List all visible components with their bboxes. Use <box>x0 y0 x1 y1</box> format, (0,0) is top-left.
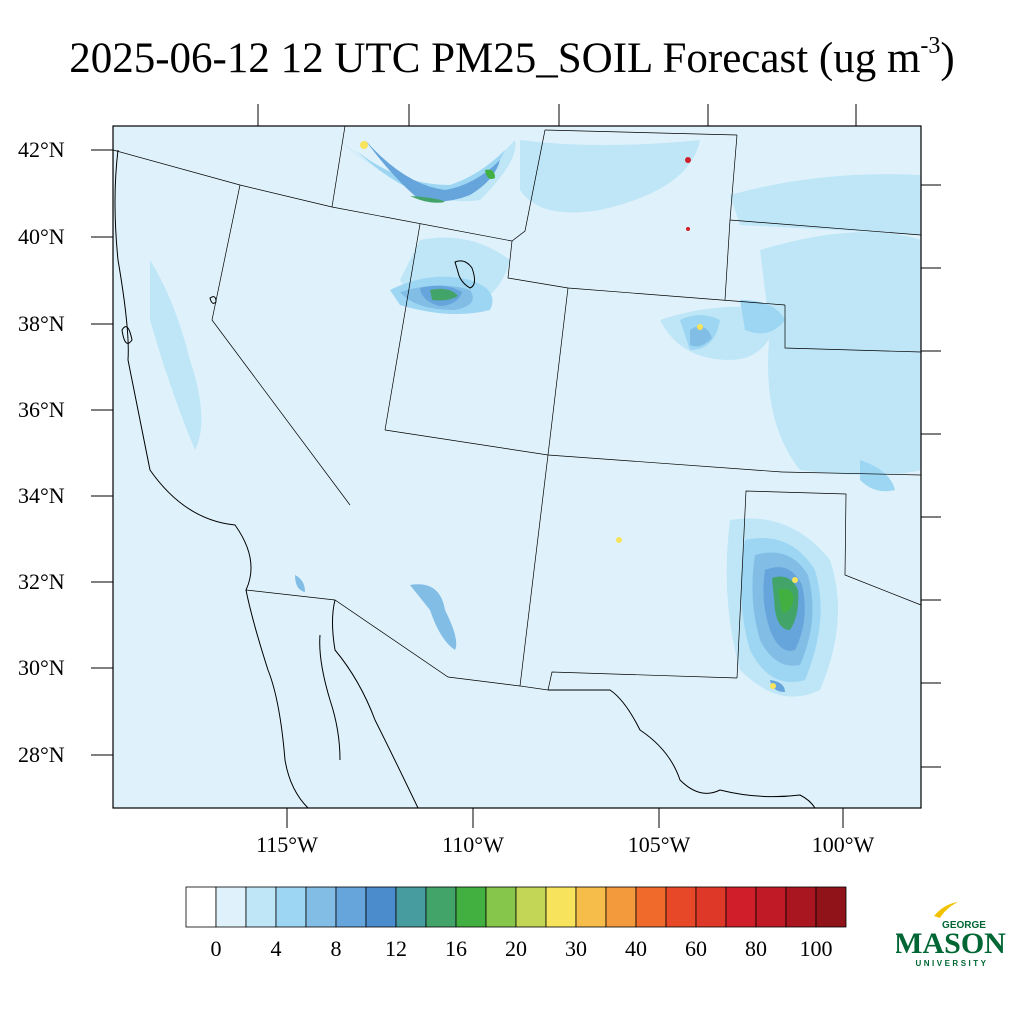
colorbar-swatch <box>305 886 337 928</box>
lat-label-42: 42°N <box>18 137 65 162</box>
map-ticks <box>91 104 941 828</box>
lat-label-38: 38°N <box>18 311 65 336</box>
colorbar-swatch <box>485 886 517 928</box>
lon-label-115: 115°W <box>256 832 318 857</box>
colorbar-label: 16 <box>445 936 467 961</box>
lon-label-105: 105°W <box>627 832 691 857</box>
coastlines <box>114 149 816 809</box>
lat-label-34: 34°N <box>18 483 65 508</box>
colorbar-swatch <box>455 886 487 928</box>
lakes <box>209 260 476 304</box>
colorbar-swatch <box>275 886 307 928</box>
lat-label-32: 32°N <box>18 569 65 594</box>
colorbar-label: 4 <box>270 936 282 961</box>
colorbar-swatch <box>215 886 247 928</box>
colorbar-swatch <box>185 886 217 928</box>
colorbar-label: 0 <box>210 936 222 961</box>
colorbar-swatch <box>635 886 667 928</box>
colorbar-swatch <box>785 886 817 928</box>
colorbar-swatch <box>755 886 787 928</box>
colorbar-label: 60 <box>685 936 707 961</box>
colorbar-swatch <box>395 886 427 928</box>
colorbar-swatch <box>605 886 637 928</box>
colorbar-swatch <box>245 886 277 928</box>
colorbar-swatch <box>725 886 757 928</box>
colorbar-label: 12 <box>385 936 407 961</box>
lon-label-100: 100°W <box>811 832 875 857</box>
lat-label-40: 40°N <box>18 224 65 249</box>
svg-text:GEORGE: GEORGE <box>942 920 986 931</box>
state-borders <box>112 125 922 691</box>
colorbar-label: 8 <box>330 936 342 961</box>
colorbar-swatch <box>695 886 727 928</box>
map-frame <box>112 125 922 809</box>
colorbar-swatch <box>425 886 457 928</box>
svg-text:MASON: MASON <box>896 927 1006 960</box>
colorbar-swatch <box>545 886 577 928</box>
colorbar-swatch <box>515 886 547 928</box>
svg-text:UNIVERSITY: UNIVERSITY <box>915 959 988 968</box>
lat-label-28: 28°N <box>18 742 65 767</box>
colorbar-swatch <box>575 886 607 928</box>
colorbar-label: 30 <box>565 936 587 961</box>
colorbar-swatch <box>665 886 697 928</box>
colorbar-label: 80 <box>745 936 767 961</box>
colorbar-swatch <box>335 886 367 928</box>
lat-label-36: 36°N <box>18 397 65 422</box>
colorbar-swatch <box>815 886 847 928</box>
colorbar-label: 100 <box>799 936 833 961</box>
george-mason-logo: GEORGE MASON UNIVERSITY <box>896 902 1006 968</box>
lon-label-110: 110°W <box>442 832 504 857</box>
colorbar <box>185 886 847 928</box>
concentration-fields <box>150 140 921 697</box>
colorbar-label: 40 <box>625 936 647 961</box>
colorbar-label: 20 <box>505 936 527 961</box>
colorbar-swatch <box>365 886 397 928</box>
lat-label-30: 30°N <box>18 655 65 680</box>
map-title: 2025-06-12 12 UTC PM25_SOIL Forecast (ug… <box>69 32 955 82</box>
